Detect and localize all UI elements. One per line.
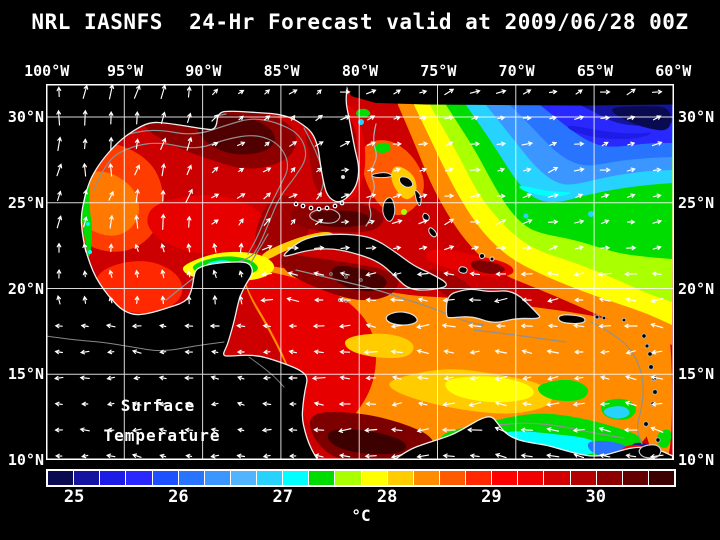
colorbar-cell [622, 471, 648, 485]
colorbar-cell [413, 471, 439, 485]
colorbar-tick-label: 26 [168, 487, 189, 507]
lon-tick-label: 85°W [263, 62, 300, 80]
lon-tick-label: 95°W [106, 62, 144, 80]
lon-tick-label: 80°W [341, 62, 379, 80]
sst-map-canvas [45, 83, 674, 464]
colorbar-cell [230, 471, 256, 485]
lon-tick-label: 75°W [420, 62, 457, 80]
page-title: NRL IASNFS 24-Hr Forecast valid at 2009/… [31, 10, 689, 34]
lon-tick-label: 70°W [498, 62, 535, 80]
colorbar-cell [283, 471, 309, 485]
colorbar-cell [257, 471, 283, 485]
colorbar-cell [518, 471, 544, 485]
lat-tick-label-left: 25°N [7, 193, 44, 212]
lat-tick-label-right: 25°N [678, 193, 715, 212]
colorbar-tick-label: 28 [376, 487, 398, 507]
sst-map: Surface Temperature [45, 83, 674, 462]
lon-tick-label: 65°W [576, 62, 613, 80]
lon-tick-label: 90°W [185, 62, 222, 80]
overlay-label-temperature: Temperature [103, 426, 221, 445]
map-border [46, 84, 674, 460]
colorbar-cell [466, 471, 492, 485]
lat-tick-label-right: 10°N [678, 451, 715, 469]
lat-tick-label-left: 20°N [7, 279, 44, 298]
colorbar-cell [596, 471, 622, 485]
graticule [46, 84, 674, 460]
colorbar-tick-label: 29 [481, 487, 502, 507]
lat-tick-label-right: 15°N [678, 365, 715, 384]
lat-tick-label-left: 30°N [7, 108, 44, 126]
colorbar-cell [48, 471, 74, 485]
bathymetry-contours [87, 113, 644, 445]
colorbar-tick-label: 30 [585, 487, 606, 507]
colorbar-cell [335, 471, 361, 485]
overlay-label-surface: Surface [120, 396, 196, 415]
colorbar-cell [544, 471, 570, 485]
colorbar-cell [648, 471, 674, 485]
colorbar-cell [387, 471, 413, 485]
colorbar-cell [204, 471, 230, 485]
colorbar-cell [100, 471, 126, 485]
lon-tick-label: 100°W [24, 62, 70, 80]
colorbar [46, 469, 676, 487]
colorbar-cell [178, 471, 204, 485]
colorbar-cell [126, 471, 152, 485]
lat-tick-label-right: 30°N [678, 108, 715, 126]
wind-vectors [53, 83, 664, 459]
lat-tick-label-left: 10°N [7, 451, 44, 469]
lon-tick-label: 60°W [655, 62, 692, 80]
colorbar-cell [152, 471, 178, 485]
colorbar-cell [492, 471, 518, 485]
colorbar-cell [309, 471, 335, 485]
colorbar-cell [74, 471, 100, 485]
colorbar-tick-label: 25 [63, 487, 85, 507]
colorbar-tick-label: 27 [272, 487, 293, 507]
lat-tick-label-right: 20°N [678, 279, 715, 298]
colorbar-cell [570, 471, 596, 485]
colorbar-cell [439, 471, 465, 485]
colorbar-unit-label: °C [351, 506, 371, 525]
colorbar-cell [361, 471, 387, 485]
lat-tick-label-left: 15°N [7, 365, 44, 384]
